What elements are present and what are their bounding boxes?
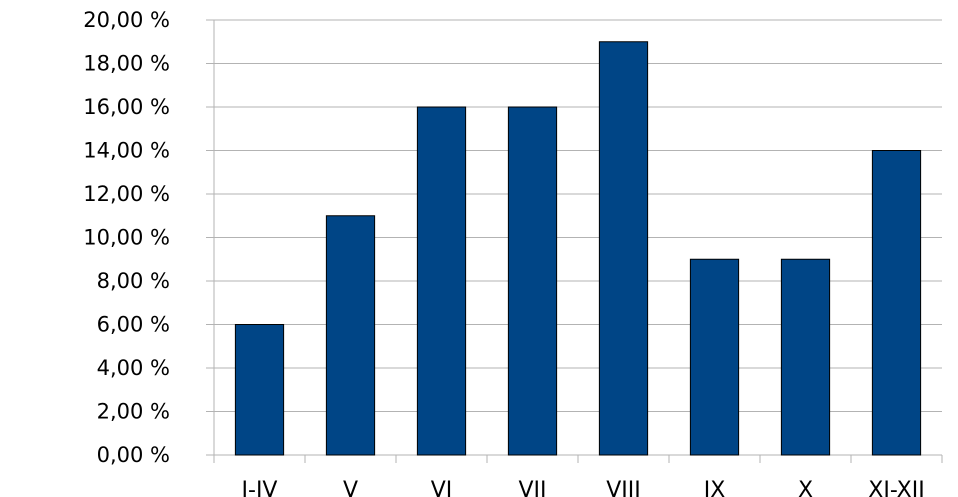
bar-I-IV (234, 324, 285, 456)
gridlines (214, 19, 942, 456)
bar-VI (416, 106, 467, 456)
x-tick-label: VI (431, 478, 453, 497)
y-tick-label: 12,00 % (83, 182, 170, 206)
y-tick-label: 14,00 % (83, 139, 170, 163)
bar-XI-XII (871, 150, 922, 456)
y-tick-label: 8,00 % (97, 269, 170, 293)
x-tick-label: VII (518, 478, 546, 497)
bar-VIII (598, 41, 649, 456)
x-tick-label: IX (704, 478, 726, 497)
x-tick-label: VIII (606, 478, 641, 497)
y-tick-label: 18,00 % (83, 52, 170, 76)
x-tick-label: X (798, 478, 813, 497)
bar-V (325, 215, 376, 456)
y-tick-label: 6,00 % (97, 313, 170, 337)
bar-IX (689, 258, 740, 456)
bars (234, 41, 922, 456)
y-tick-label: 16,00 % (83, 95, 170, 119)
y-tick-label: 20,00 % (83, 8, 170, 32)
y-tick-label: 10,00 % (83, 226, 170, 250)
x-axis-ticks: I-IV V VI VII VIII IX X XI-XII (213, 455, 943, 497)
bar-X (780, 258, 831, 456)
y-axis-ticks: 0,00 % 2,00 % 4,00 % 6,00 % 8,00 % 10,00 % 12,… (83, 8, 215, 467)
y-tick-label: 2,00 % (97, 400, 170, 424)
bar-VII (507, 106, 558, 456)
x-tick-label: I-IV (242, 478, 278, 497)
y-tick-label: 0,00 % (97, 443, 170, 467)
x-tick-label: V (343, 478, 358, 497)
x-tick-label: XI-XII (868, 478, 924, 497)
y-tick-label: 4,00 % (97, 356, 170, 380)
